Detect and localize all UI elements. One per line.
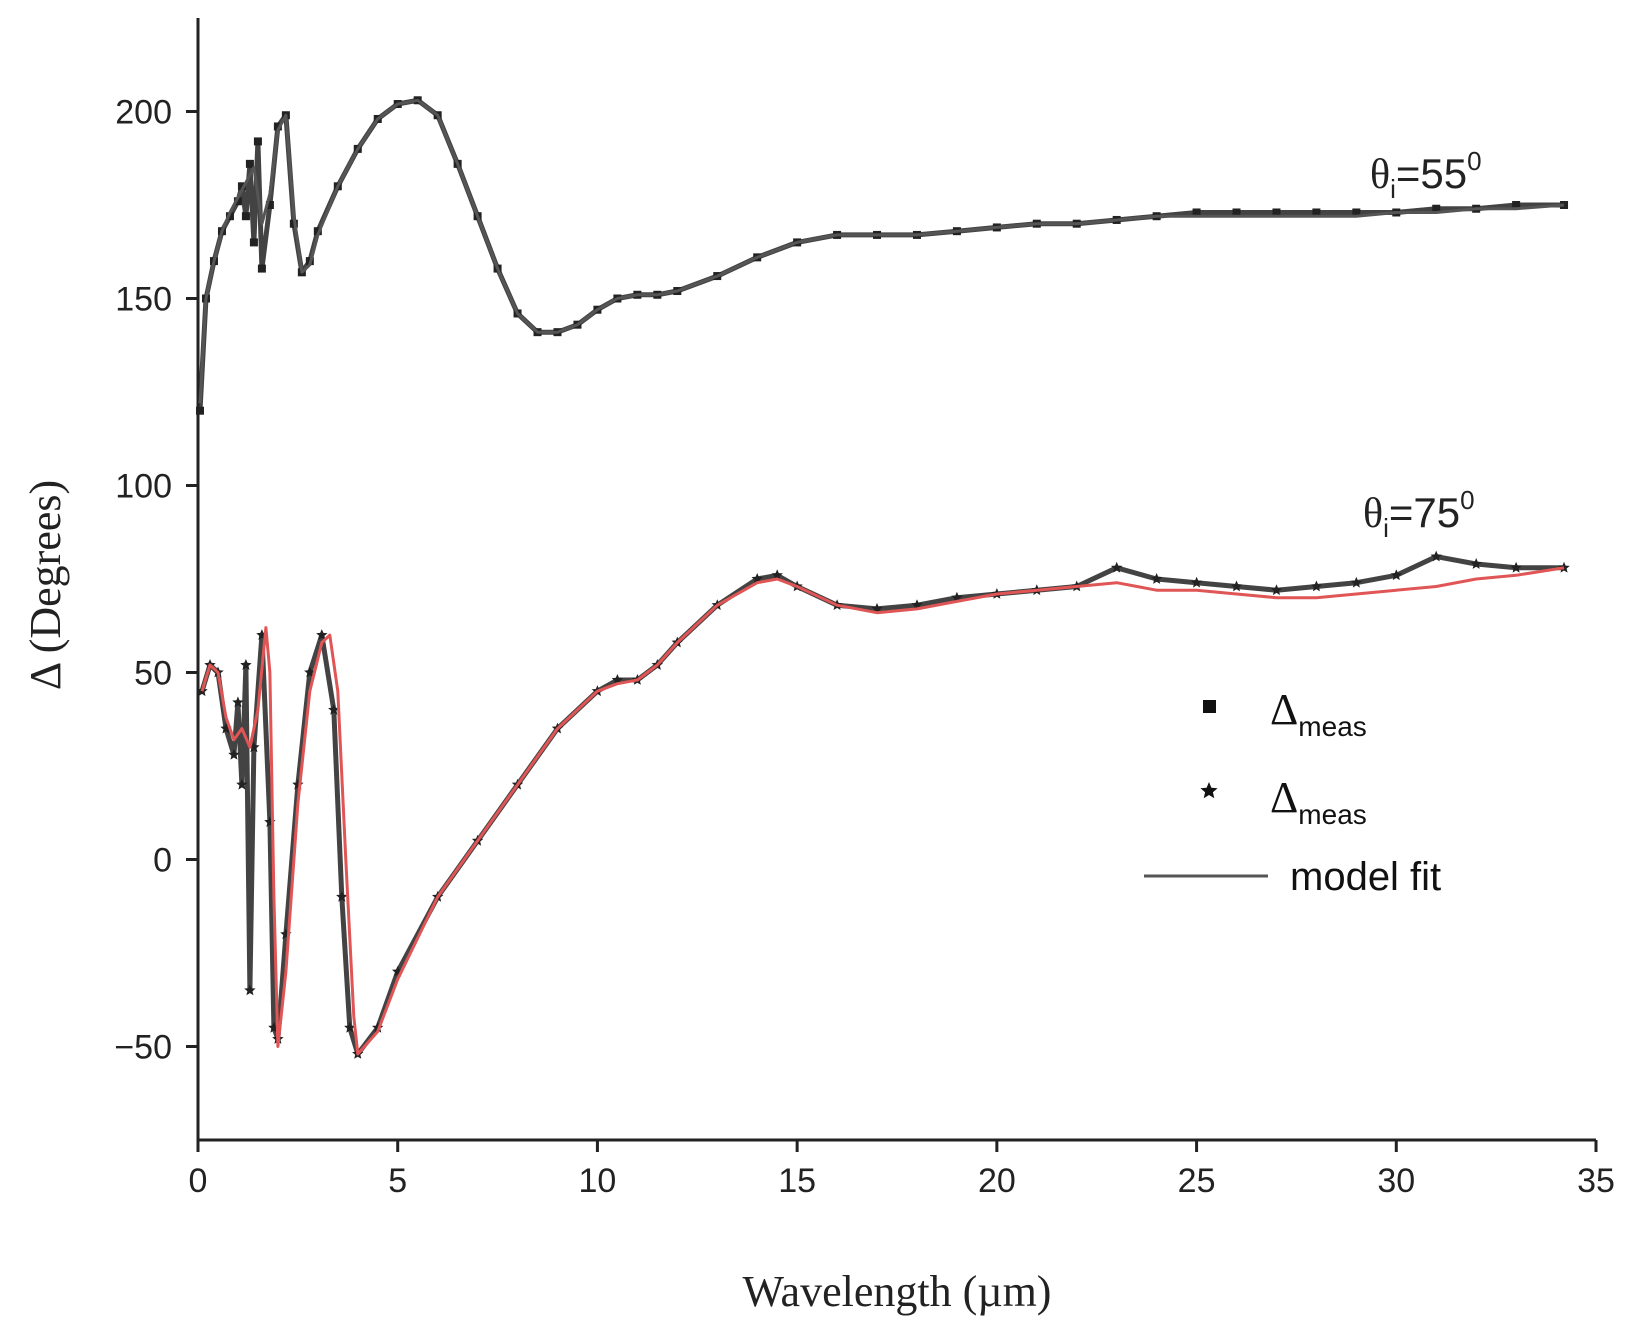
- y-tick-label: 50: [134, 655, 172, 693]
- data-point: [1560, 201, 1569, 209]
- data-point: [1232, 208, 1241, 217]
- data-point: [1390, 569, 1402, 581]
- data-point: [1270, 584, 1283, 596]
- annotation-theta-sub: i: [1390, 174, 1396, 204]
- x-tick-label: 5: [388, 1162, 407, 1200]
- legend-entry-3: model fit: [1290, 855, 1441, 899]
- data-point: [273, 122, 282, 131]
- data-point: [372, 1021, 384, 1033]
- data-point: [241, 212, 250, 221]
- annotation-theta-sup: 0: [1467, 146, 1481, 176]
- annotation-theta-55: θi=550: [1370, 146, 1482, 204]
- svg-text:θi=550: θi=550: [1370, 146, 1482, 204]
- data-point: [1312, 208, 1321, 217]
- data-point: [265, 201, 274, 209]
- legend-entry-2: Δmeas: [1270, 773, 1367, 830]
- data-point: [316, 629, 328, 640]
- data-point: [240, 659, 252, 670]
- annotation-theta-symbol: θ: [1363, 491, 1383, 537]
- legend-star-marker: [1200, 782, 1218, 799]
- y-tick-label: 100: [115, 468, 172, 506]
- data-point: [237, 182, 246, 191]
- data-point: [1470, 558, 1482, 569]
- data-point: [1230, 580, 1243, 592]
- x-axis-title: Wavelength (µm): [743, 1267, 1052, 1316]
- series-trace: [197, 97, 1564, 411]
- legend-entry-1: Δmeas: [1270, 685, 1367, 742]
- data-point: [292, 778, 304, 790]
- data-point: [1432, 204, 1441, 213]
- annotation-theta-75: θi=750: [1363, 485, 1475, 543]
- data-point: [236, 778, 248, 790]
- x-tick-label: 25: [1178, 1162, 1216, 1200]
- x-tick-label: 15: [778, 1162, 816, 1200]
- data-point: [228, 748, 240, 760]
- data-point: [771, 569, 783, 581]
- data-point: [1350, 576, 1362, 588]
- data-point: [244, 984, 256, 996]
- data-point: [344, 1021, 356, 1033]
- data-point: [233, 197, 242, 206]
- data-point: [1150, 573, 1163, 584]
- data-point: [280, 928, 292, 940]
- series-line: [200, 566, 1565, 1056]
- data-point: [232, 696, 244, 708]
- data-point: [1352, 208, 1361, 217]
- y-tick-label: 0: [153, 842, 172, 880]
- annotation-theta-eq: =55: [1396, 150, 1467, 197]
- x-tick-label: 10: [579, 1162, 617, 1200]
- data-point: [248, 741, 260, 753]
- y-axis-title: Δ (Degrees): [21, 480, 70, 690]
- series-line: [198, 98, 1565, 404]
- data-point: [220, 722, 232, 734]
- y-tick-label: 200: [115, 94, 172, 132]
- data-point: [1512, 201, 1521, 209]
- annotation-theta-eq: =75: [1389, 489, 1460, 536]
- data-point: [245, 159, 254, 168]
- series-0: [195, 96, 1569, 415]
- svg-text:θi=750: θi=750: [1363, 485, 1475, 543]
- data-point: [257, 264, 266, 273]
- series-3: [200, 566, 1565, 1056]
- y-tick-label: −50: [114, 1029, 172, 1067]
- annotation-theta-symbol: θ: [1370, 152, 1390, 198]
- x-tick-label: 20: [978, 1162, 1016, 1200]
- data-point: [1192, 208, 1201, 217]
- data-point: [1272, 208, 1281, 217]
- data-point: [249, 238, 258, 247]
- data-point: [253, 137, 262, 146]
- annotation-theta-sup: 0: [1460, 485, 1474, 515]
- data-point: [1190, 576, 1203, 588]
- data-point: [1310, 580, 1323, 592]
- legend-square-marker: [1203, 700, 1216, 713]
- annotation-theta-sub: i: [1383, 513, 1389, 543]
- x-tick-label: 30: [1377, 1162, 1415, 1200]
- data-point: [1430, 550, 1442, 562]
- data-point: [1111, 561, 1123, 573]
- legend: Δmeas Δmeas model fit: [1144, 685, 1441, 899]
- data-point: [911, 599, 923, 610]
- data-point: [336, 890, 348, 902]
- data-point: [328, 703, 340, 715]
- series-1: [198, 98, 1565, 404]
- y-tick-label: 150: [115, 281, 172, 319]
- x-tick-label: 0: [189, 1162, 208, 1200]
- data-point: [1510, 561, 1522, 573]
- data-point: [195, 406, 204, 415]
- data-point: [1558, 561, 1570, 573]
- x-tick-label: 35: [1577, 1162, 1615, 1200]
